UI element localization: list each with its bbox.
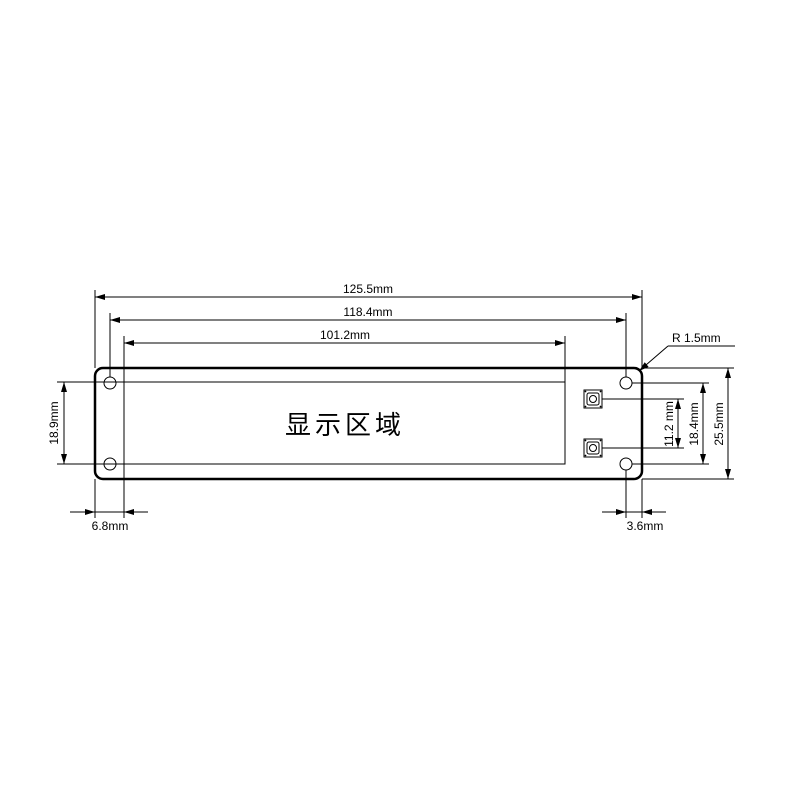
dim-right-margin-label: 3.6mm bbox=[627, 519, 664, 533]
dim-hole-pitch-width: 118.4mm bbox=[110, 305, 626, 323]
button-bottom bbox=[584, 439, 602, 457]
dim-total-width-label: 125.5mm bbox=[343, 282, 393, 296]
dim-left-margin-label: 6.8mm bbox=[92, 519, 129, 533]
dim-display-height-label: 18.9mm bbox=[47, 401, 61, 444]
dim-hole-pitch-width-label: 118.4mm bbox=[343, 305, 392, 319]
mounting-hole-top-right bbox=[620, 377, 632, 389]
dim-hole-pitch-height-label: 18.4mm bbox=[687, 402, 701, 445]
dim-button-pitch-label: 11.2 mm bbox=[662, 401, 676, 447]
button-top bbox=[584, 390, 602, 408]
dimension-drawing: 显示区域 125.5mm 118.4mm bbox=[0, 0, 800, 800]
mounting-hole-bottom-right bbox=[620, 458, 632, 470]
dim-right-margin: 3.6mm bbox=[602, 509, 666, 533]
dim-total-width: 125.5mm bbox=[95, 282, 642, 300]
dim-display-height: 18.9mm bbox=[47, 382, 67, 464]
dim-display-width: 101.2mm bbox=[124, 328, 565, 346]
dim-total-height-label: 25.5mm bbox=[712, 402, 726, 445]
dim-hole-pitch-height: 18.4mm bbox=[687, 383, 706, 464]
dim-total-height: 25.5mm bbox=[712, 368, 731, 479]
display-area-label: 显示区域 bbox=[285, 410, 405, 440]
dim-left-margin: 6.8mm bbox=[70, 509, 148, 533]
dim-button-pitch: 11.2 mm bbox=[662, 399, 681, 448]
dim-corner-radius: R 1.5mm bbox=[637, 331, 735, 373]
dim-display-width-label: 101.2mm bbox=[320, 328, 370, 342]
mounting-hole-top-left bbox=[104, 377, 116, 389]
dim-corner-radius-label: R 1.5mm bbox=[672, 331, 721, 345]
